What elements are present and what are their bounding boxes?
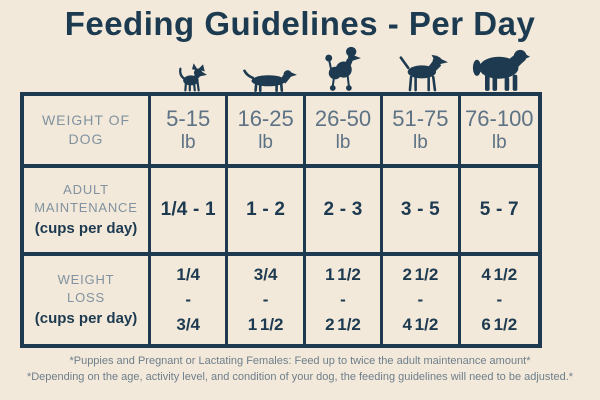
weight-unit: lb — [491, 131, 507, 153]
weight-loss-label-cell: WEIGHT LOSS (cups per day) — [24, 256, 151, 345]
weight-unit: lb — [180, 131, 196, 153]
cups-min: 1/4 — [176, 265, 201, 285]
cups-max: 2 1/2 — [325, 314, 361, 334]
cups-value: 1/4 - 1 — [160, 199, 216, 221]
row-label-sub: (cups per day) — [34, 310, 138, 328]
footnote-line: *Depending on the age, activity level, a… — [26, 371, 574, 384]
weight-range: 5-15 — [166, 106, 211, 132]
loss-value-cell: 3/4 - 1 1/2 — [228, 256, 306, 345]
footnotes: *Puppies and Pregnant or Lactating Femal… — [0, 354, 600, 386]
cups-max: 6 1/2 — [481, 314, 518, 334]
range-dash: - — [185, 289, 192, 309]
column-header: 16-25 lb — [228, 96, 306, 169]
cups-min: 2 1/2 — [402, 265, 439, 285]
weight-range: 16-25 — [237, 106, 294, 132]
range-dash: - — [496, 289, 503, 309]
corner-label-line1: WEIGHT OF — [41, 112, 131, 129]
loss-value-cell: 4 1/2 - 6 1/2 — [461, 256, 538, 344]
cups-max: 3/4 — [176, 314, 201, 334]
corner-header-cell: WEIGHT OF DOG — [24, 96, 151, 169]
range-dash: - — [417, 289, 424, 309]
column-header: 76-100 lb — [460, 96, 538, 169]
adult-value-cell: 2 - 3 — [305, 168, 384, 257]
cups-max: 1 1/2 — [247, 314, 284, 334]
cups-min: 4 1/2 — [481, 265, 518, 285]
dog-icons-row — [154, 42, 538, 93]
feeding-table: WEIGHT OF DOG 5-15 lb 16-25 lb 26-50 lb … — [20, 92, 542, 349]
range-dash: - — [340, 289, 346, 309]
cups-value: 1 - 2 — [246, 199, 286, 221]
row-label: ADULT — [63, 182, 109, 198]
adult-value-cell: 1 - 2 — [228, 168, 306, 257]
chihuahua-icon — [175, 61, 209, 92]
infographic-poster: Feeding Guidelines - Per Day — [0, 5, 600, 386]
large-dog-icon — [470, 47, 530, 92]
row-label: MAINTENANCE — [34, 200, 138, 216]
dachshund-icon — [241, 66, 298, 93]
cups-min: 1 1/2 — [325, 265, 361, 285]
cups-value: 2 - 3 — [323, 199, 363, 221]
cups-value: 3 - 5 — [400, 199, 440, 221]
weight-range: 26-50 — [314, 106, 372, 132]
row-label-sub: (cups per day) — [34, 220, 138, 238]
weight-unit: lb — [412, 131, 428, 153]
weight-range: 51-75 — [392, 106, 449, 132]
loss-value-cell: 2 1/2 - 4 1/2 — [383, 256, 461, 345]
adult-value-cell: 1/4 - 1 — [151, 168, 229, 257]
weight-range: 76-100 — [465, 106, 534, 132]
poodle-icon — [324, 46, 368, 92]
page-title: Feeding Guidelines - Per Day — [64, 5, 536, 42]
row-label: WEIGHT — [57, 272, 115, 288]
loss-value-cell: 1/4 - 3/4 — [151, 256, 229, 345]
column-header: 26-50 lb — [305, 96, 384, 169]
corner-label-line2: DOG — [68, 131, 104, 148]
adult-value-cell: 5 - 7 — [460, 168, 538, 257]
range-dash: - — [262, 289, 269, 309]
weight-unit: lb — [258, 131, 273, 153]
loss-value-cell: 1 1/2 - 2 1/2 — [306, 256, 384, 345]
row-label: LOSS — [67, 290, 105, 306]
adult-value-cell: 3 - 5 — [383, 168, 461, 257]
cups-min: 3/4 — [253, 265, 278, 285]
weight-unit: lb — [335, 131, 351, 153]
column-header: 51-75 lb — [383, 96, 461, 169]
cups-max: 4 1/2 — [402, 314, 439, 334]
footnote-line: *Puppies and Pregnant or Lactating Femal… — [69, 355, 531, 368]
pointer-dog-icon — [398, 54, 448, 92]
column-header: 5-15 lb — [151, 96, 229, 169]
adult-maintenance-label-cell: ADULT MAINTENANCE (cups per day) — [24, 168, 151, 257]
cups-value: 5 - 7 — [479, 199, 519, 221]
